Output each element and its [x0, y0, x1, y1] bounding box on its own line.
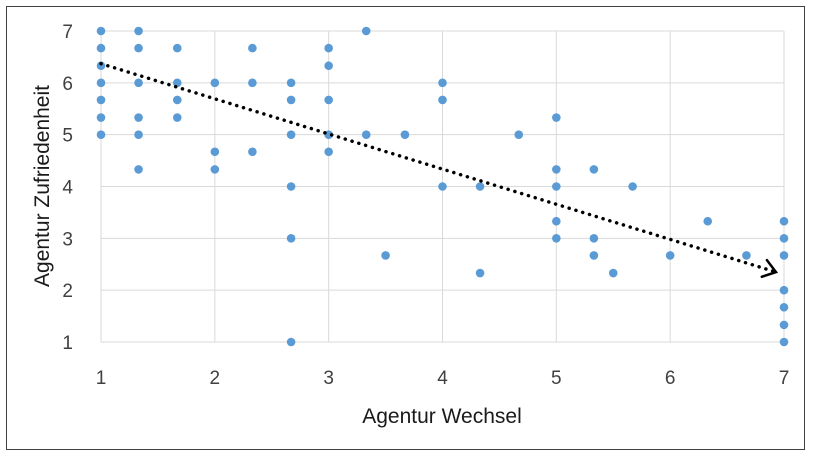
data-point — [96, 26, 106, 36]
data-point — [552, 113, 561, 122]
y-tick-label: 1 — [62, 333, 73, 354]
data-point — [324, 61, 333, 71]
data-point — [703, 216, 713, 226]
data-point — [589, 234, 599, 243]
data-point — [286, 337, 296, 347]
y-tick-label: 4 — [62, 178, 73, 199]
y-tick-label: 7 — [62, 22, 73, 43]
data-point — [134, 26, 143, 36]
data-point — [438, 182, 447, 191]
x-tick-label: 5 — [551, 368, 562, 389]
x-tick-label: 7 — [779, 368, 790, 389]
data-point — [286, 78, 296, 88]
x-tick-label: 1 — [96, 368, 107, 389]
data-point — [779, 251, 789, 260]
data-point — [742, 251, 751, 260]
x-tick-label: 4 — [437, 368, 448, 389]
x-tick-label: 6 — [665, 368, 676, 389]
data-point — [779, 285, 789, 295]
data-point — [438, 78, 447, 88]
data-point — [96, 61, 106, 71]
data-point — [210, 78, 220, 88]
data-point — [552, 182, 561, 191]
data-point — [779, 320, 789, 330]
data-point — [248, 147, 257, 157]
data-point — [589, 165, 599, 174]
data-point — [210, 147, 220, 157]
y-tick-label: 3 — [62, 229, 73, 250]
data-point — [134, 43, 143, 53]
data-point — [361, 130, 371, 139]
x-axis-title: Agentur Wechsel — [362, 405, 522, 428]
y-tick-label: 6 — [62, 74, 73, 95]
x-tick-label: 3 — [323, 368, 334, 389]
data-point — [134, 78, 143, 88]
data-point — [286, 130, 296, 139]
data-point — [286, 182, 296, 191]
data-point — [96, 95, 106, 105]
data-point — [324, 147, 333, 157]
data-point — [400, 130, 410, 139]
x-tick-label: 2 — [210, 368, 221, 389]
data-point — [172, 113, 182, 122]
data-point — [286, 95, 296, 105]
data-point — [552, 165, 561, 174]
data-point — [96, 113, 106, 122]
data-point — [96, 130, 106, 139]
y-tick-label: 5 — [62, 126, 73, 147]
data-point — [608, 268, 618, 278]
data-point — [779, 234, 789, 243]
trend-line-group — [99, 61, 779, 279]
trend-arrow-head — [760, 258, 779, 279]
data-point — [286, 234, 296, 243]
data-point — [96, 78, 106, 88]
y-axis-title: Agentur Zufriedenheit — [31, 85, 54, 287]
data-point — [134, 130, 143, 139]
data-point — [172, 78, 182, 88]
trend-line — [99, 61, 778, 274]
data-point — [438, 95, 447, 105]
tick-labels: 1 2 3 4 5 6 7 1 2 3 4 5 6 7 — [62, 22, 789, 389]
data-point — [514, 130, 524, 139]
data-point — [324, 95, 333, 105]
data-point — [552, 234, 561, 243]
data-point — [134, 165, 143, 174]
data-point — [172, 43, 182, 53]
data-point — [96, 43, 106, 53]
data-point — [552, 216, 561, 226]
data-point — [475, 268, 485, 278]
data-point — [628, 182, 637, 191]
data-point — [210, 165, 220, 174]
data-point — [589, 251, 599, 260]
data-point — [134, 113, 143, 122]
data-point — [172, 95, 182, 105]
data-point — [779, 337, 789, 347]
y-tick-label: 2 — [62, 281, 73, 302]
data-point — [779, 216, 789, 226]
data-point — [381, 251, 390, 260]
data-point — [324, 43, 333, 53]
data-point — [248, 78, 257, 88]
data-points — [96, 26, 789, 347]
data-point — [475, 182, 485, 191]
data-point — [779, 302, 789, 312]
data-point — [248, 43, 257, 53]
data-point — [361, 26, 371, 36]
data-point — [665, 251, 675, 260]
